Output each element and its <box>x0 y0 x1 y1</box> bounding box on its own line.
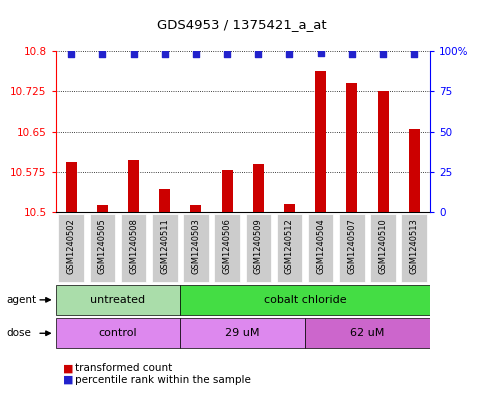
Point <box>129 51 137 57</box>
Point <box>348 51 356 57</box>
Text: control: control <box>99 328 137 338</box>
Text: GSM1240513: GSM1240513 <box>410 218 419 274</box>
Bar <box>97 205 108 212</box>
Bar <box>245 214 271 281</box>
Text: 29 uM: 29 uM <box>226 328 260 338</box>
Text: GDS4953 / 1375421_a_at: GDS4953 / 1375421_a_at <box>156 18 327 31</box>
Point <box>411 51 418 57</box>
Text: GSM1240510: GSM1240510 <box>379 218 387 274</box>
Text: GSM1240503: GSM1240503 <box>191 218 200 274</box>
Bar <box>370 214 396 281</box>
Point <box>255 51 262 57</box>
Text: dose: dose <box>6 328 31 338</box>
Bar <box>409 129 420 212</box>
Point <box>161 51 169 57</box>
Bar <box>56 285 180 315</box>
Bar <box>128 160 139 212</box>
Text: GSM1240505: GSM1240505 <box>98 218 107 274</box>
Text: GSM1240512: GSM1240512 <box>285 218 294 274</box>
Text: GSM1240509: GSM1240509 <box>254 218 263 274</box>
Bar <box>58 214 84 281</box>
Bar <box>277 214 302 281</box>
Bar <box>339 214 365 281</box>
Bar <box>152 214 178 281</box>
Bar <box>159 189 170 212</box>
Bar <box>401 214 427 281</box>
Bar <box>183 214 209 281</box>
Bar <box>180 285 430 315</box>
Point <box>285 51 293 57</box>
Point <box>223 51 231 57</box>
Point <box>192 51 200 57</box>
Bar <box>56 318 180 348</box>
Bar <box>315 72 326 212</box>
Bar <box>378 92 388 212</box>
Bar <box>214 214 240 281</box>
Bar <box>346 83 357 212</box>
Bar <box>89 214 115 281</box>
Point <box>317 50 325 56</box>
Bar <box>66 162 77 212</box>
Point <box>99 51 106 57</box>
Point <box>67 51 75 57</box>
Text: transformed count: transformed count <box>75 363 172 373</box>
Text: GSM1240508: GSM1240508 <box>129 218 138 274</box>
Text: 62 uM: 62 uM <box>350 328 384 338</box>
Text: percentile rank within the sample: percentile rank within the sample <box>75 375 251 385</box>
Text: cobalt chloride: cobalt chloride <box>264 295 346 305</box>
Bar <box>284 204 295 212</box>
Bar <box>190 205 201 212</box>
Text: agent: agent <box>6 295 36 305</box>
Bar <box>180 318 305 348</box>
Point <box>379 51 387 57</box>
Bar <box>308 214 333 281</box>
Text: ■: ■ <box>63 375 73 385</box>
Bar <box>253 164 264 212</box>
Text: untreated: untreated <box>90 295 145 305</box>
Text: GSM1240504: GSM1240504 <box>316 218 325 274</box>
Bar <box>222 170 233 212</box>
Bar <box>305 318 430 348</box>
Text: GSM1240502: GSM1240502 <box>67 218 76 274</box>
Text: GSM1240506: GSM1240506 <box>223 218 232 274</box>
Text: GSM1240511: GSM1240511 <box>160 218 169 274</box>
Text: GSM1240507: GSM1240507 <box>347 218 356 274</box>
Bar <box>121 214 146 281</box>
Text: ■: ■ <box>63 363 73 373</box>
